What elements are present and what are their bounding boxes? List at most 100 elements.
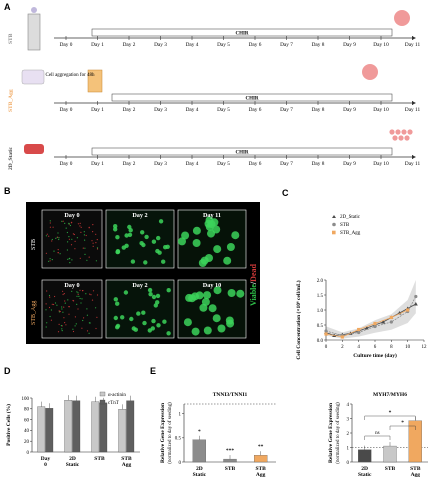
cell-mark (71, 259, 73, 261)
cell-mark (62, 311, 64, 313)
chart-myh7-myh6: MYH7/MYH6 0 1 2 3 4 Relative Gene Expression (n… (328, 392, 428, 478)
y-tick-label: 40 (24, 429, 30, 434)
x-tick-label: 12 (422, 345, 428, 350)
cell-mark (57, 236, 59, 238)
chir-label-stb-agg: CHIR (245, 97, 258, 102)
cell-mark (74, 240, 76, 242)
cell-mark (73, 300, 75, 302)
cell-mark (71, 290, 73, 292)
day-label: Day 4 (186, 161, 199, 167)
cell-mark (68, 258, 70, 260)
cell-mark (205, 254, 213, 262)
x-tick-label: STB (410, 466, 421, 472)
cell-mark (76, 295, 78, 297)
cell-mark (73, 233, 75, 236)
row-2d-static: 2D_Static CHIR Day 0 Day 1 Day 2 Day 3 Day 4… (8, 129, 420, 170)
cell-mark (61, 328, 63, 330)
cell-mark (49, 260, 51, 262)
cell-mark (68, 236, 70, 238)
cell-mark (77, 223, 79, 225)
bar (126, 400, 135, 453)
cell-mark (74, 316, 76, 318)
cell-mark (155, 293, 161, 299)
cell-mark (212, 225, 221, 234)
cell-mark (95, 242, 97, 244)
cell-mark (74, 325, 76, 327)
cell-mark (113, 315, 119, 321)
y-tick-label: 0 (347, 461, 350, 466)
cell-mark (226, 243, 235, 251)
y-axis-sublabel: (normalized to day of seeding) (336, 402, 341, 464)
cell-mark (49, 258, 51, 260)
cell-mark (72, 328, 74, 330)
cell-mark (67, 258, 69, 260)
legend-marker (332, 222, 336, 227)
timeline-arrow (412, 101, 416, 105)
micro-row-label-stb-agg: STB_Agg (31, 301, 37, 325)
y-tick-label: 3 (347, 417, 350, 422)
cell-mark (96, 239, 98, 241)
cell-mark (166, 288, 171, 293)
cell-mark (227, 289, 236, 297)
cell-mark (86, 259, 88, 261)
significance-bracket (389, 425, 416, 430)
bar (91, 401, 100, 453)
cell-mark (58, 311, 61, 313)
cell-mark (205, 216, 214, 225)
day-label: Day 0 (60, 107, 73, 113)
chir-label-stb: CHIR (235, 32, 248, 37)
cell-mark (61, 306, 63, 308)
x-tick-label: 0 (325, 345, 328, 350)
aggregate-icon (362, 64, 378, 80)
cell-mark (79, 225, 81, 227)
agg-bioreactor-icon (87, 69, 103, 93)
cell-mark (147, 287, 153, 293)
x-tick-label: STB (121, 456, 132, 462)
legend-swatch (99, 391, 106, 397)
cell-mark (49, 296, 51, 298)
day-label: Day 7 (280, 42, 293, 48)
cell-mark (50, 309, 53, 311)
cell-mark (58, 237, 60, 239)
cell-mark (63, 317, 65, 319)
cell-mark (72, 330, 75, 333)
cell-mark (77, 308, 79, 310)
cell-mark (64, 222, 66, 224)
cell-mark (64, 322, 66, 324)
cell-mark (156, 323, 161, 328)
x-tick-label: 8 (390, 345, 393, 350)
cell-mark (80, 302, 82, 304)
cell-mark (113, 224, 118, 229)
data-point (413, 302, 418, 306)
cell-mark (46, 233, 48, 235)
x-tick-label: Static (66, 462, 80, 468)
cell-mark (225, 316, 234, 325)
cell-mark (75, 323, 77, 325)
cell-mark (124, 233, 129, 238)
x-tick-label: STB (385, 466, 396, 472)
bar (45, 408, 54, 453)
cell-mark (92, 231, 94, 233)
panel-letter-a: A (4, 2, 11, 12)
cell-mark (61, 330, 63, 332)
cell-mark (64, 302, 66, 304)
y-tick-label: 1.0 (317, 309, 324, 314)
cell-mark (158, 219, 164, 224)
cell-mark (84, 247, 86, 249)
well-plate-icon (21, 69, 45, 85)
cell-mark (58, 323, 60, 325)
cell-mark (79, 289, 81, 291)
day-label: Day 3 (154, 161, 167, 167)
cell-mark (48, 235, 50, 237)
aggregate-icon (394, 10, 410, 26)
day-label: Day 8 (312, 42, 325, 48)
day-label: Day 0 (60, 42, 73, 48)
significance-label: ns (375, 431, 380, 436)
confidence-band (326, 280, 416, 339)
micro-row-label-stb: STB (31, 239, 37, 250)
x-tick-label: Static (358, 472, 372, 478)
day-label: Day 9 (343, 107, 356, 113)
cell-mark (162, 319, 167, 324)
x-tick-label: STB (94, 456, 105, 462)
cell-mark (70, 222, 72, 224)
